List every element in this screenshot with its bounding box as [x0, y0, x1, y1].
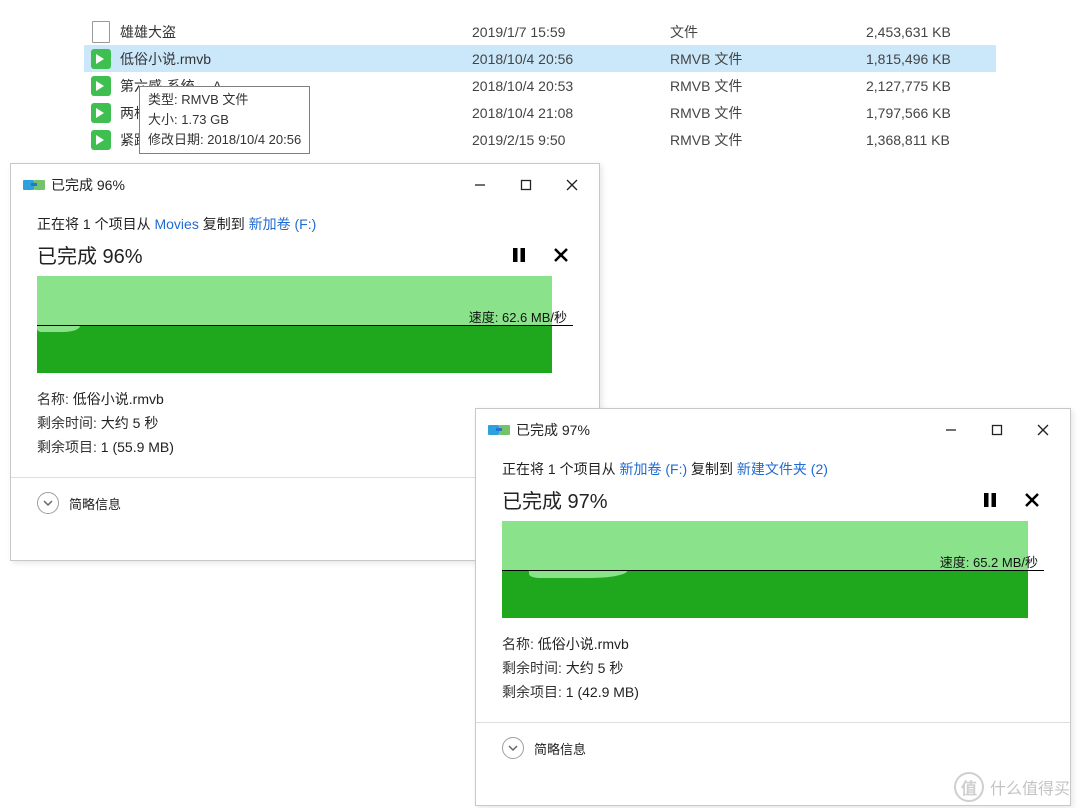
progress-text: 已完成 97% — [502, 485, 960, 514]
maximize-button[interactable] — [974, 414, 1020, 446]
video-file-icon — [91, 49, 111, 69]
file-size: 1,368,811 KB — [866, 132, 996, 148]
close-button[interactable] — [549, 169, 595, 201]
watermark-icon: 值 — [954, 772, 984, 802]
copy-meta: 名称: 低俗小说.rmvb 剩余时间: 大约 5 秒 剩余项目: 1 (42.9… — [502, 632, 1044, 704]
titlebar[interactable]: 已完成 96% — [11, 164, 599, 206]
speed-label: 速度: 62.6 MB/秒 — [469, 307, 567, 326]
file-type: RMVB 文件 — [670, 49, 866, 69]
file-tooltip: 类型: RMVB 文件大小: 1.73 GB修改日期: 2018/10/4 20… — [139, 86, 310, 154]
file-date: 2018/10/4 20:53 — [472, 78, 670, 94]
progress-text: 已完成 96% — [37, 240, 489, 269]
file-type: RMVB 文件 — [670, 103, 866, 123]
video-file-icon — [91, 103, 111, 123]
destination-link[interactable]: 新加卷 (F:) — [249, 216, 317, 232]
destination-link[interactable]: 新建文件夹 (2) — [737, 461, 828, 477]
file-row[interactable]: 低俗小说.rmvb2018/10/4 20:56RMVB 文件1,815,496… — [84, 45, 996, 72]
minimize-button[interactable] — [928, 414, 974, 446]
copy-icon — [23, 177, 45, 193]
file-date: 2018/10/4 21:08 — [472, 105, 670, 121]
copy-dialog-2: 已完成 97% 正在将 1 个项目从 新加卷 (F:) 复制到 新建文件夹 (2… — [475, 408, 1071, 806]
file-type: 文件 — [670, 22, 866, 42]
source-link[interactable]: 新加卷 (F:) — [619, 461, 687, 477]
file-size: 2,127,775 KB — [866, 78, 996, 94]
copy-icon — [488, 422, 510, 438]
file-icon — [92, 21, 110, 43]
file-date: 2019/1/7 15:59 — [472, 24, 670, 40]
source-link[interactable]: Movies — [154, 216, 198, 232]
file-size: 2,453,631 KB — [866, 24, 996, 40]
speed-chart: 速度: 65.2 MB/秒 — [502, 520, 1044, 618]
footer-label[interactable]: 简略信息 — [69, 494, 121, 513]
file-type: RMVB 文件 — [670, 76, 866, 96]
file-date: 2019/2/15 9:50 — [472, 132, 670, 148]
footer-label[interactable]: 简略信息 — [534, 739, 586, 758]
expand-details-button[interactable] — [502, 737, 524, 759]
video-file-icon — [91, 130, 111, 150]
file-row[interactable]: 雄雄大盗2019/1/7 15:59文件2,453,631 KB — [84, 18, 996, 45]
titlebar[interactable]: 已完成 97% — [476, 409, 1070, 451]
file-name: 雄雄大盗 — [118, 22, 472, 42]
file-date: 2018/10/4 20:56 — [472, 51, 670, 67]
speed-label: 速度: 65.2 MB/秒 — [940, 552, 1038, 571]
expand-details-button[interactable] — [37, 492, 59, 514]
watermark: 值 什么值得买 — [944, 766, 1080, 808]
title-text: 已完成 97% — [516, 420, 928, 440]
video-file-icon — [91, 76, 111, 96]
cancel-button[interactable] — [1020, 493, 1044, 507]
file-name: 低俗小说.rmvb — [118, 49, 472, 69]
speed-chart: 速度: 62.6 MB/秒 — [37, 275, 573, 373]
close-button[interactable] — [1020, 414, 1066, 446]
pause-button[interactable] — [978, 493, 1002, 507]
file-type: RMVB 文件 — [670, 130, 866, 150]
maximize-button[interactable] — [503, 169, 549, 201]
file-size: 1,815,496 KB — [866, 51, 996, 67]
copy-description: 正在将 1 个项目从 新加卷 (F:) 复制到 新建文件夹 (2) — [502, 459, 1044, 479]
cancel-button[interactable] — [549, 248, 573, 262]
pause-button[interactable] — [507, 248, 531, 262]
title-text: 已完成 96% — [51, 175, 457, 195]
watermark-text: 什么值得买 — [990, 775, 1070, 799]
file-size: 1,797,566 KB — [866, 105, 996, 121]
copy-description: 正在将 1 个项目从 Movies 复制到 新加卷 (F:) — [37, 214, 573, 234]
minimize-button[interactable] — [457, 169, 503, 201]
